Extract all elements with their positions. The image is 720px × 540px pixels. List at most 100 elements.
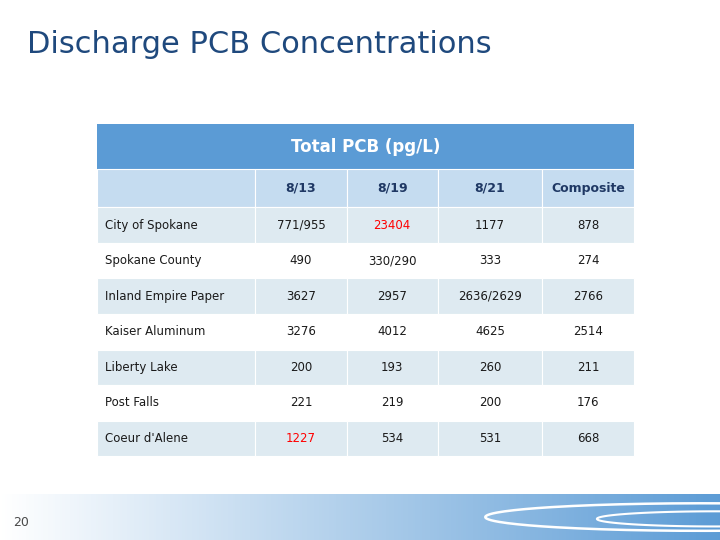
Bar (600, 494, 603, 540)
Bar (701, 494, 703, 540)
Bar (590, 494, 593, 540)
Bar (214, 494, 216, 540)
Text: 219: 219 (381, 396, 403, 409)
Bar (715, 494, 718, 540)
Bar (257, 494, 259, 540)
Bar (315, 494, 317, 540)
Bar (655, 494, 657, 540)
Bar (693, 494, 696, 540)
Bar (166, 494, 168, 540)
FancyBboxPatch shape (256, 243, 346, 279)
Bar (228, 494, 230, 540)
Text: City of Spokane: City of Spokane (105, 219, 198, 232)
Text: Liberty Lake: Liberty Lake (105, 361, 178, 374)
Bar (81, 494, 84, 540)
Bar (559, 494, 562, 540)
Text: 274: 274 (577, 254, 599, 267)
Bar (405, 494, 408, 540)
Bar (259, 494, 261, 540)
Text: 531: 531 (479, 432, 501, 445)
Bar (247, 494, 250, 540)
Bar (19, 494, 22, 540)
Bar (365, 494, 367, 540)
Bar (266, 494, 269, 540)
Bar (55, 494, 58, 540)
Bar (50, 494, 53, 540)
Bar (605, 494, 607, 540)
Text: 200: 200 (290, 361, 312, 374)
Bar (240, 494, 243, 540)
Bar (182, 494, 185, 540)
Bar (235, 494, 238, 540)
Bar (252, 494, 254, 540)
FancyBboxPatch shape (542, 349, 634, 385)
Bar (650, 494, 653, 540)
Bar (617, 494, 619, 540)
Bar (463, 494, 466, 540)
FancyBboxPatch shape (256, 314, 346, 349)
FancyBboxPatch shape (346, 279, 438, 314)
Bar (7, 494, 9, 540)
Bar (194, 494, 197, 540)
Bar (684, 494, 686, 540)
Bar (343, 494, 346, 540)
Text: 1177: 1177 (475, 219, 505, 232)
Bar (571, 494, 574, 540)
Text: 221: 221 (289, 396, 312, 409)
Bar (459, 494, 461, 540)
Bar (60, 494, 63, 540)
Bar (346, 494, 348, 540)
Bar (295, 494, 297, 540)
Bar (387, 494, 389, 540)
Bar (562, 494, 564, 540)
Bar (430, 494, 432, 540)
Text: 534: 534 (381, 432, 403, 445)
Bar (523, 494, 526, 540)
Bar (261, 494, 264, 540)
Bar (326, 494, 329, 540)
FancyBboxPatch shape (438, 349, 542, 385)
Bar (636, 494, 639, 540)
Bar (24, 494, 27, 540)
Text: 2957: 2957 (377, 289, 407, 303)
Bar (446, 494, 449, 540)
Bar (670, 494, 672, 540)
Bar (163, 494, 166, 540)
Text: 333: 333 (479, 254, 501, 267)
Bar (593, 494, 595, 540)
Text: 4625: 4625 (475, 325, 505, 338)
FancyBboxPatch shape (346, 349, 438, 385)
Bar (65, 494, 67, 540)
Bar (468, 494, 470, 540)
Bar (629, 494, 631, 540)
Bar (703, 494, 706, 540)
Bar (607, 494, 610, 540)
Bar (209, 494, 211, 540)
FancyBboxPatch shape (346, 169, 438, 207)
Bar (204, 494, 207, 540)
Bar (151, 494, 153, 540)
Bar (689, 494, 691, 540)
Bar (96, 494, 99, 540)
Bar (549, 494, 552, 540)
FancyBboxPatch shape (97, 385, 256, 421)
Bar (79, 494, 81, 540)
Bar (511, 494, 513, 540)
FancyBboxPatch shape (97, 279, 256, 314)
Bar (557, 494, 559, 540)
Text: 4012: 4012 (377, 325, 407, 338)
Bar (408, 494, 410, 540)
Bar (461, 494, 463, 540)
Bar (77, 494, 79, 540)
FancyBboxPatch shape (542, 385, 634, 421)
Bar (485, 494, 487, 540)
Bar (17, 494, 19, 540)
Bar (101, 494, 103, 540)
Bar (70, 494, 72, 540)
Bar (341, 494, 343, 540)
Bar (120, 494, 122, 540)
Bar (482, 494, 485, 540)
FancyBboxPatch shape (438, 385, 542, 421)
Bar (610, 494, 612, 540)
Bar (603, 494, 605, 540)
